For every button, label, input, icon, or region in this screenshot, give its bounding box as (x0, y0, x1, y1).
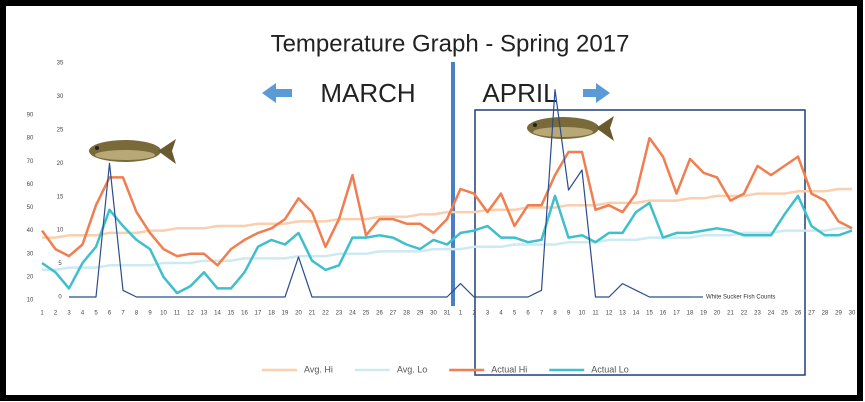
series-line (42, 187, 852, 239)
x-tick-label: 11 (174, 311, 181, 317)
legend-label: Actual Lo (591, 364, 629, 374)
y-tick-label: 10 (27, 298, 34, 304)
y-tick-label: 20 (27, 274, 34, 280)
series-line (42, 227, 852, 272)
x-tick-label: 18 (268, 311, 275, 317)
x-tick-label: 25 (781, 311, 788, 317)
x-tick-label: 23 (754, 311, 761, 317)
right-arrow (583, 83, 610, 103)
x-tick-label: 28 (403, 311, 410, 317)
y2-tick-label: 0 (58, 295, 62, 301)
y2-tick-label: 20 (57, 161, 64, 167)
x-tick-label: 2 (54, 311, 58, 317)
x-tick-label: 25 (363, 311, 370, 317)
x-tick-label: 3 (67, 311, 71, 317)
x-tick-label: 26 (376, 311, 383, 317)
x-tick-label: 16 (660, 311, 667, 317)
y2-tick-label: 15 (57, 194, 64, 200)
x-tick-label: 5 (513, 311, 517, 317)
x-tick-label: 14 (633, 311, 640, 317)
x-tick-label: 9 (148, 311, 152, 317)
x-tick-label: 17 (673, 311, 680, 317)
x-tick-label: 10 (160, 311, 167, 317)
x-tick-label: 8 (553, 311, 557, 317)
y2-tick-label: 35 (57, 61, 64, 67)
y2-tick-label: 30 (57, 94, 64, 100)
x-tick-label: 21 (309, 311, 316, 317)
fish-icon (89, 139, 176, 164)
x-tick-label: 6 (526, 311, 530, 317)
month-label: APRIL (482, 78, 557, 108)
month-label: MARCH (320, 78, 415, 108)
x-tick-label: 15 (646, 311, 653, 317)
x-tick-label: 17 (255, 311, 262, 317)
x-tick-label: 30 (430, 311, 437, 317)
x-tick-label: 1 (40, 311, 44, 317)
legend-label: Actual Hi (491, 364, 527, 374)
x-tick-label: 27 (808, 311, 815, 317)
y-tick-label: 70 (27, 159, 34, 165)
x-tick-label: 3 (486, 311, 490, 317)
x-tick-label: 27 (390, 311, 397, 317)
fish-icon (527, 116, 614, 141)
x-tick-label: 22 (322, 311, 329, 317)
x-tick-label: 19 (700, 311, 707, 317)
x-tick-label: 23 (336, 311, 343, 317)
series-line (40, 136, 853, 267)
x-tick-label: 18 (687, 311, 694, 317)
y2-tick-label: 10 (57, 228, 64, 234)
x-tick-label: 28 (822, 311, 829, 317)
x-tick-label: 14 (214, 311, 221, 317)
x-tick-label: 1 (459, 311, 463, 317)
x-tick-label: 21 (727, 311, 734, 317)
x-tick-label: 4 (499, 311, 503, 317)
x-tick-label: 29 (417, 311, 424, 317)
series-line (41, 194, 853, 295)
y2-tick-label: 5 (58, 261, 62, 267)
x-tick-label: 12 (187, 311, 194, 317)
y-tick-label: 50 (27, 205, 34, 211)
x-tick-label: 4 (81, 311, 85, 317)
x-tick-label: 24 (768, 311, 775, 317)
x-tick-label: 29 (835, 311, 842, 317)
x-tick-label: 26 (795, 311, 802, 317)
x-tick-label: 8 (135, 311, 139, 317)
legend-label: Avg. Hi (304, 364, 333, 374)
x-tick-label: 16 (241, 311, 248, 317)
x-tick-label: 15 (228, 311, 235, 317)
y-tick-label: 90 (27, 113, 34, 119)
highlight-box (474, 109, 806, 376)
x-tick-label: 11 (592, 311, 599, 317)
series-line (69, 89, 690, 298)
legend-label: Avg. Lo (397, 364, 427, 374)
y-tick-label: 30 (27, 251, 34, 257)
x-tick-label: 5 (94, 311, 98, 317)
x-tick-label: 6 (108, 311, 112, 317)
x-tick-label: 9 (567, 311, 571, 317)
x-tick-label: 20 (295, 311, 302, 317)
x-tick-label: 19 (282, 311, 289, 317)
x-tick-label: 13 (201, 311, 208, 317)
x-tick-label: 10 (579, 311, 586, 317)
x-tick-label: 30 (849, 311, 856, 317)
x-tick-label: 22 (741, 311, 748, 317)
y-tick-label: 60 (27, 182, 34, 188)
y-tick-label: 40 (27, 228, 34, 234)
x-tick-label: 20 (714, 311, 721, 317)
x-tick-label: 2 (472, 311, 476, 317)
x-tick-label: 31 (444, 311, 451, 317)
x-tick-label: 7 (121, 311, 125, 317)
y-tick-label: 80 (27, 136, 34, 142)
x-tick-label: 24 (349, 311, 356, 317)
x-tick-label: 12 (606, 311, 613, 317)
chart-title: Temperature Graph - Spring 2017 (271, 30, 630, 57)
x-tick-label: 7 (540, 311, 544, 317)
left-arrow (262, 83, 292, 103)
y2-tick-label: 25 (57, 127, 64, 133)
x-tick-label: 13 (619, 311, 626, 317)
legend-label: White Sucker Fish Counts (706, 295, 775, 301)
